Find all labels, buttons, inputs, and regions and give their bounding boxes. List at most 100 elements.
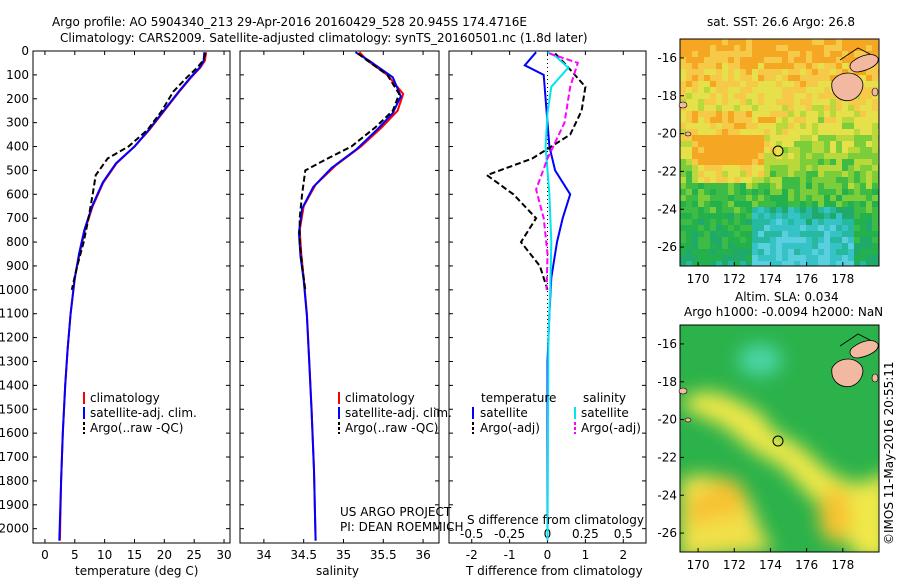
sst-pixel: [758, 75, 764, 81]
sst-pixel: [764, 201, 770, 207]
sst-pixel: [788, 189, 794, 195]
sst-pixel: [722, 87, 728, 93]
sst-pixel: [794, 45, 800, 51]
sst-pixel: [764, 225, 770, 231]
sst-pixel: [710, 141, 716, 147]
sst-pixel: [866, 213, 872, 219]
sst-pixel: [764, 51, 770, 57]
sst-pixel: [722, 51, 728, 57]
sst-pixel: [788, 213, 794, 219]
sst-pixel: [716, 267, 722, 273]
sst-pixel: [860, 105, 866, 111]
sst-pixel: [698, 51, 704, 57]
sst-pixel: [704, 39, 710, 45]
sst-pixel: [704, 261, 710, 266]
sst-pixel: [824, 123, 830, 129]
sst-pixel: [794, 177, 800, 183]
sst-pixel: [686, 111, 692, 117]
temperature-panel-frame: [32, 50, 231, 544]
sst-pixel: [734, 189, 740, 195]
depth-tick-label: 1300: [0, 354, 29, 368]
sst-pixel: [740, 87, 746, 93]
legend-salinity-title: salinity: [583, 391, 626, 405]
sst-pixel: [746, 129, 752, 135]
sst-pixel: [824, 219, 830, 225]
sst-pixel: [716, 87, 722, 93]
sst-pixel: [872, 213, 878, 219]
sst-pixel: [842, 255, 848, 261]
sst-pixel: [770, 243, 776, 249]
sst-pixel: [830, 105, 836, 111]
sst-pixel: [794, 99, 800, 105]
sst-pixel: [686, 183, 692, 189]
sst-pixel: [686, 105, 692, 111]
sst-pixel: [776, 171, 782, 177]
land-fiji: [678, 333, 879, 423]
sst-pixel: [698, 183, 704, 189]
sst-pixel: [704, 243, 710, 249]
sst-pixel: [776, 189, 782, 195]
sst-pixel: [698, 177, 704, 183]
sst-pixel: [830, 111, 836, 117]
t-difference-axis-label: T difference from climatology: [465, 564, 643, 578]
sst-pixel: [788, 123, 794, 129]
sst-pixel: [830, 129, 836, 135]
sst-pixel: [776, 63, 782, 69]
sst-pixel: [746, 51, 752, 57]
sst-pixel: [680, 87, 686, 93]
sst-pixel: [704, 51, 710, 57]
sst-pixel: [854, 123, 860, 129]
sst-pixel: [740, 261, 746, 266]
sst-pixel: [686, 147, 692, 153]
depth-tick-label: 300: [6, 116, 29, 130]
sst-pixel: [836, 99, 842, 105]
sst-pixel: [782, 195, 788, 201]
sst-pixel: [722, 141, 728, 147]
sst-pixel: [776, 39, 782, 45]
sst-pixel: [806, 243, 812, 249]
sst-pixel: [806, 171, 812, 177]
depth-tick-label: 100: [6, 68, 29, 82]
sst-pixel: [812, 249, 818, 255]
sst-pixel: [854, 213, 860, 219]
sst-pixel: [848, 249, 854, 255]
sst-pixel: [776, 75, 782, 81]
sst-pixel: [866, 75, 872, 81]
sst-pixel: [764, 147, 770, 153]
sst-pixel: [866, 117, 872, 123]
sst-pixel: [824, 117, 830, 123]
sst-pixel: [770, 201, 776, 207]
sst-pixel: [698, 237, 704, 243]
sst-pixel: [680, 261, 686, 266]
sst-pixel: [680, 57, 686, 63]
sst-pixel: [740, 159, 746, 165]
sst-pixel: [806, 249, 812, 255]
sst-pixel: [770, 99, 776, 105]
sst-pixel: [770, 189, 776, 195]
sst-pixel: [818, 63, 824, 69]
sst-pixel: [836, 237, 842, 243]
sst-pixel: [764, 171, 770, 177]
sst-pixel: [806, 39, 812, 45]
sst-pixel: [824, 111, 830, 117]
depth-tick-label: 400: [6, 140, 29, 154]
sst-pixel: [758, 123, 764, 129]
sst-pixel: [746, 63, 752, 69]
sst-pixel: [776, 201, 782, 207]
sst-pixel: [752, 117, 758, 123]
sst-pixel: [758, 135, 764, 141]
sst-pixel: [830, 117, 836, 123]
legend-temperature-title: temperature: [481, 391, 556, 405]
sst-pixel: [848, 261, 854, 266]
sst-pixel: [770, 45, 776, 51]
sst-pixel: [800, 225, 806, 231]
map-y-tick-label: -24: [657, 488, 677, 502]
sst-pixel: [716, 111, 722, 117]
sst-pixel: [728, 165, 734, 171]
sst-pixel: [710, 255, 716, 261]
sst-pixel: [800, 141, 806, 147]
sst-pixel: [776, 183, 782, 189]
sst-pixel: [692, 219, 698, 225]
sst-pixel: [686, 87, 692, 93]
